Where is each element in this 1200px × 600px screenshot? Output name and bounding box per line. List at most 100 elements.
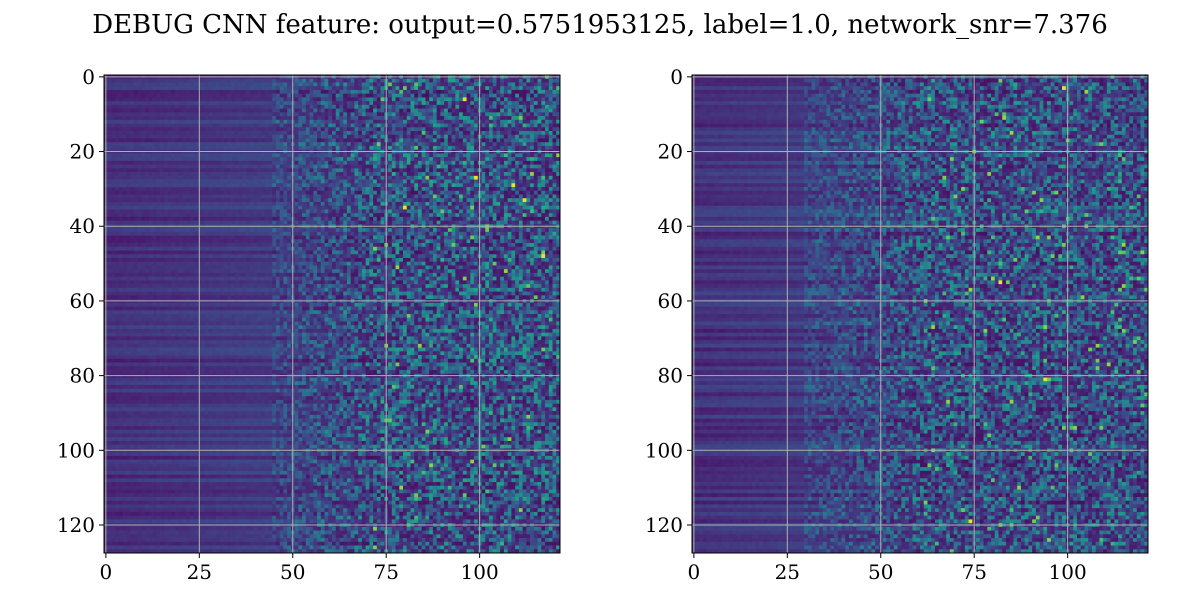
heatmap-cell (417, 187, 423, 192)
heatmap-cell (234, 86, 239, 91)
heatmap-cell (313, 205, 318, 210)
heatmap-cell (287, 183, 292, 188)
heatmap-cell (373, 104, 378, 109)
heatmap-cell (160, 220, 165, 225)
heatmap-cell (556, 175, 561, 180)
heatmap-cell (182, 134, 187, 139)
heatmap-cell (444, 194, 449, 199)
heatmap-cell (328, 160, 333, 165)
heatmap-cell (399, 101, 404, 106)
heatmap-cell (324, 209, 329, 214)
heatmap-cell (107, 153, 112, 158)
heatmap-cell (130, 157, 135, 162)
heatmap-cell (253, 175, 258, 180)
heatmap-cell (328, 198, 333, 203)
heatmap-cell (410, 157, 415, 162)
heatmap-cell (365, 209, 370, 214)
heatmap-cell (111, 131, 116, 136)
heatmap-cell (361, 190, 366, 195)
heatmap-cell (111, 104, 116, 109)
heatmap-cell (533, 78, 538, 83)
heatmap-cell (346, 172, 352, 177)
heatmap-cell (488, 116, 494, 121)
heatmap-cell (410, 172, 415, 177)
heatmap-cell (328, 123, 333, 128)
heatmap-cell (204, 101, 210, 106)
heatmap-cell (163, 123, 168, 128)
heatmap-cell (399, 112, 404, 117)
heatmap-cell (156, 93, 161, 98)
heatmap-cell (526, 168, 531, 173)
heatmap-cell (358, 97, 363, 102)
heatmap-cell (470, 190, 475, 195)
heatmap-cell (470, 160, 475, 165)
heatmap-cell (279, 82, 284, 87)
heatmap-cell (500, 160, 505, 165)
heatmap-cell (518, 127, 523, 132)
heatmap-cell (466, 157, 471, 162)
heatmap-cell (537, 142, 542, 147)
heatmap-cell (444, 153, 449, 158)
heatmap-cell (421, 168, 426, 173)
heatmap-cell (272, 89, 277, 95)
heatmap-cell (126, 216, 131, 221)
heatmap-cell (537, 89, 542, 95)
heatmap-cell (376, 179, 381, 184)
heatmap-cell (346, 97, 352, 102)
heatmap-cell (548, 175, 553, 180)
heatmap-cell (485, 205, 490, 210)
heatmap-cell (283, 138, 288, 143)
heatmap-cell (459, 183, 464, 188)
heatmap-cell (365, 179, 370, 184)
heatmap-cell (328, 201, 333, 207)
heatmap-cell (526, 183, 531, 188)
heatmap-cell (272, 131, 277, 136)
heatmap-cell (212, 89, 217, 95)
heatmap-cell (365, 89, 370, 95)
heatmap-cell (302, 172, 307, 177)
heatmap-cell (373, 164, 378, 169)
heatmap-cell (335, 142, 340, 147)
heatmap-cell (118, 201, 124, 207)
heatmap-cell (193, 82, 198, 87)
heatmap-cell (283, 142, 288, 147)
heatmap-cell (526, 198, 531, 203)
heatmap-cell (201, 119, 206, 124)
heatmap-cell (339, 119, 344, 124)
heatmap-cell (518, 119, 523, 124)
heatmap-cell (204, 108, 210, 113)
heatmap-cell (178, 78, 183, 83)
heatmap-cell (249, 216, 254, 221)
heatmap-cell (421, 89, 426, 95)
heatmap-cell (335, 101, 340, 106)
heatmap-cell (496, 168, 501, 173)
heatmap-cell (455, 97, 460, 102)
heatmap-cell (343, 220, 348, 225)
heatmap-cell (298, 134, 303, 139)
heatmap-cell (421, 201, 426, 207)
heatmap-cell (130, 142, 135, 147)
heatmap-cell (298, 220, 303, 225)
heatmap-cell (485, 108, 490, 113)
heatmap-cell (388, 127, 393, 132)
heatmap-cell (133, 134, 138, 139)
heatmap-cell (556, 179, 561, 184)
heatmap-cell (216, 179, 221, 184)
heatmap-cell (249, 116, 254, 121)
heatmap-cell (178, 97, 183, 102)
heatmap-cell (201, 93, 206, 98)
heatmap-cell (361, 138, 366, 143)
heatmap-cell (339, 216, 344, 221)
heatmap-cell (324, 101, 329, 106)
heatmap-cell (436, 153, 441, 158)
heatmap-cell (406, 86, 411, 91)
heatmap-cell (462, 190, 467, 195)
heatmap-cell (350, 127, 355, 132)
heatmap-cell (242, 119, 247, 124)
heatmap-cell (541, 131, 546, 136)
heatmap-cell (332, 116, 337, 121)
heatmap-cell (298, 104, 303, 109)
heatmap-cell (503, 134, 509, 139)
heatmap-cell (395, 175, 400, 180)
heatmap-cell (354, 123, 359, 128)
